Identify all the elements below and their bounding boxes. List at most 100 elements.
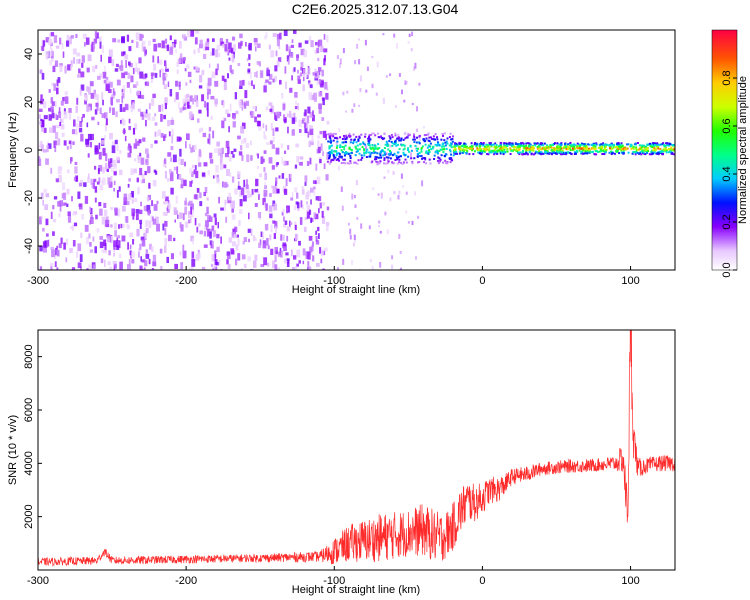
spectrogram-cell bbox=[262, 231, 264, 240]
spectrogram-cell bbox=[317, 146, 321, 153]
spectrogram-cell bbox=[667, 144, 670, 147]
spectrogram-cell bbox=[207, 77, 212, 86]
snr-x-label: Height of straight line (km) bbox=[292, 584, 420, 596]
spectrogram-cell bbox=[576, 146, 579, 149]
spectrogram-cell bbox=[77, 191, 81, 199]
spectrogram-cell bbox=[136, 177, 139, 183]
spectrogram-cell bbox=[179, 137, 182, 141]
spectrogram-cell bbox=[407, 132, 410, 135]
spectrogram-cell bbox=[167, 205, 170, 213]
spectrogram-cell bbox=[465, 151, 468, 154]
spectrogram-cell bbox=[328, 162, 331, 165]
spectrogram-cell bbox=[569, 142, 572, 145]
spectrogram-cell bbox=[399, 139, 402, 142]
spectrogram-cell bbox=[91, 182, 95, 189]
spectrogram-cell bbox=[356, 144, 359, 147]
spectrogram-cell bbox=[353, 234, 356, 241]
spectrogram-cell bbox=[337, 152, 340, 155]
spectrogram-cell bbox=[323, 58, 326, 66]
spectrogram-cell bbox=[317, 196, 322, 202]
spectrogram-cell bbox=[263, 167, 266, 172]
spectrogram-cell bbox=[258, 61, 261, 67]
spectrogram-cell bbox=[60, 118, 64, 123]
spectrogram-cell bbox=[388, 140, 391, 143]
spectrogram-cell bbox=[304, 216, 308, 220]
spectrogram-cell bbox=[63, 242, 66, 250]
spectrogram-cell bbox=[179, 212, 183, 219]
spectrogram-cell bbox=[254, 116, 257, 123]
spectrogram-cell bbox=[488, 142, 491, 144]
spectrogram-cell bbox=[672, 153, 675, 156]
spectrogram-cell bbox=[394, 159, 397, 161]
spectrogram-cell bbox=[161, 191, 166, 199]
spectrogram-cell bbox=[193, 49, 196, 55]
spectrogram-cell bbox=[251, 111, 255, 119]
spectrogram-cell bbox=[389, 150, 391, 152]
spectrogram-cell bbox=[365, 150, 368, 153]
spectrogram-cell bbox=[341, 138, 344, 140]
spectrogram-cell bbox=[517, 151, 519, 154]
spectrogram-cell bbox=[188, 143, 191, 149]
snr-line bbox=[38, 330, 675, 567]
spectrogram-cell bbox=[608, 144, 611, 147]
spectrogram-cell bbox=[209, 216, 213, 222]
spectrogram-cell bbox=[233, 115, 236, 120]
spectrogram-cell bbox=[207, 88, 211, 95]
spectrogram-cell bbox=[268, 102, 273, 106]
spectrogram-cell bbox=[50, 32, 55, 37]
spectrogram-cell bbox=[147, 113, 151, 121]
spectrogram-cell bbox=[417, 161, 419, 164]
spectrogram-cell bbox=[641, 150, 644, 153]
spectrogram-cell bbox=[404, 158, 407, 161]
spectrogram-cell bbox=[149, 243, 152, 250]
spectrogram-cell bbox=[418, 151, 421, 154]
spectrogram-cell bbox=[399, 250, 402, 254]
spectrogram-cell bbox=[46, 233, 49, 237]
spectrogram-cell bbox=[369, 155, 372, 158]
spectrogram-cell bbox=[152, 180, 157, 187]
spectrogram-cell bbox=[502, 152, 505, 155]
spectrogram-cell bbox=[498, 145, 500, 148]
spectrogram-cell bbox=[463, 142, 466, 145]
spectrogram-cell bbox=[604, 148, 607, 151]
spectrogram-cell bbox=[167, 152, 172, 157]
spectrogram-cell bbox=[275, 50, 278, 57]
spectrogram-cell bbox=[152, 218, 157, 225]
spectrogram-cell bbox=[231, 231, 235, 238]
spectrogram-cell bbox=[362, 141, 365, 144]
spectrogram-cell bbox=[543, 146, 546, 149]
spectrogram-cell bbox=[528, 147, 531, 150]
spectrogram-cell bbox=[379, 261, 382, 268]
spectrogram-cell bbox=[630, 144, 633, 147]
spectrogram-cell bbox=[87, 153, 90, 158]
spectrogram-cell bbox=[563, 145, 566, 148]
spectrogram-cell bbox=[445, 147, 448, 150]
spectrogram-cell bbox=[268, 81, 272, 85]
spectrogram-cell bbox=[259, 239, 262, 246]
spectrogram-cell bbox=[525, 147, 528, 149]
spectrogram-cell bbox=[555, 152, 557, 155]
spectrogram-cell bbox=[187, 101, 190, 109]
spectrogram-cell bbox=[263, 189, 268, 197]
spectrogram-cell bbox=[644, 153, 647, 155]
spectrogram-cell bbox=[99, 236, 103, 240]
spectrogram-cell bbox=[259, 70, 264, 79]
spectrogram-cell bbox=[275, 147, 280, 155]
spectrogram-cell bbox=[597, 151, 600, 153]
spectrogram-cell bbox=[337, 158, 340, 160]
spectrogram-cell bbox=[50, 265, 53, 270]
spectrogram-cell bbox=[308, 267, 312, 270]
spectrogram-cell bbox=[98, 202, 102, 207]
spectrogram-cell bbox=[311, 244, 314, 252]
spectrogram-cell bbox=[338, 159, 340, 162]
spectrogram-cell bbox=[315, 240, 320, 245]
spectrogram-cell bbox=[407, 149, 409, 151]
spectrogram-cell bbox=[306, 210, 310, 219]
spectrogram-cell bbox=[42, 200, 44, 206]
spectrogram-cell bbox=[325, 92, 329, 100]
spectrogram-cell bbox=[41, 72, 45, 80]
spectrogram-cell bbox=[661, 143, 663, 146]
spectrogram-cell bbox=[440, 138, 443, 141]
spectrogram-cell bbox=[132, 84, 137, 88]
spectrogram-cell bbox=[66, 145, 69, 150]
